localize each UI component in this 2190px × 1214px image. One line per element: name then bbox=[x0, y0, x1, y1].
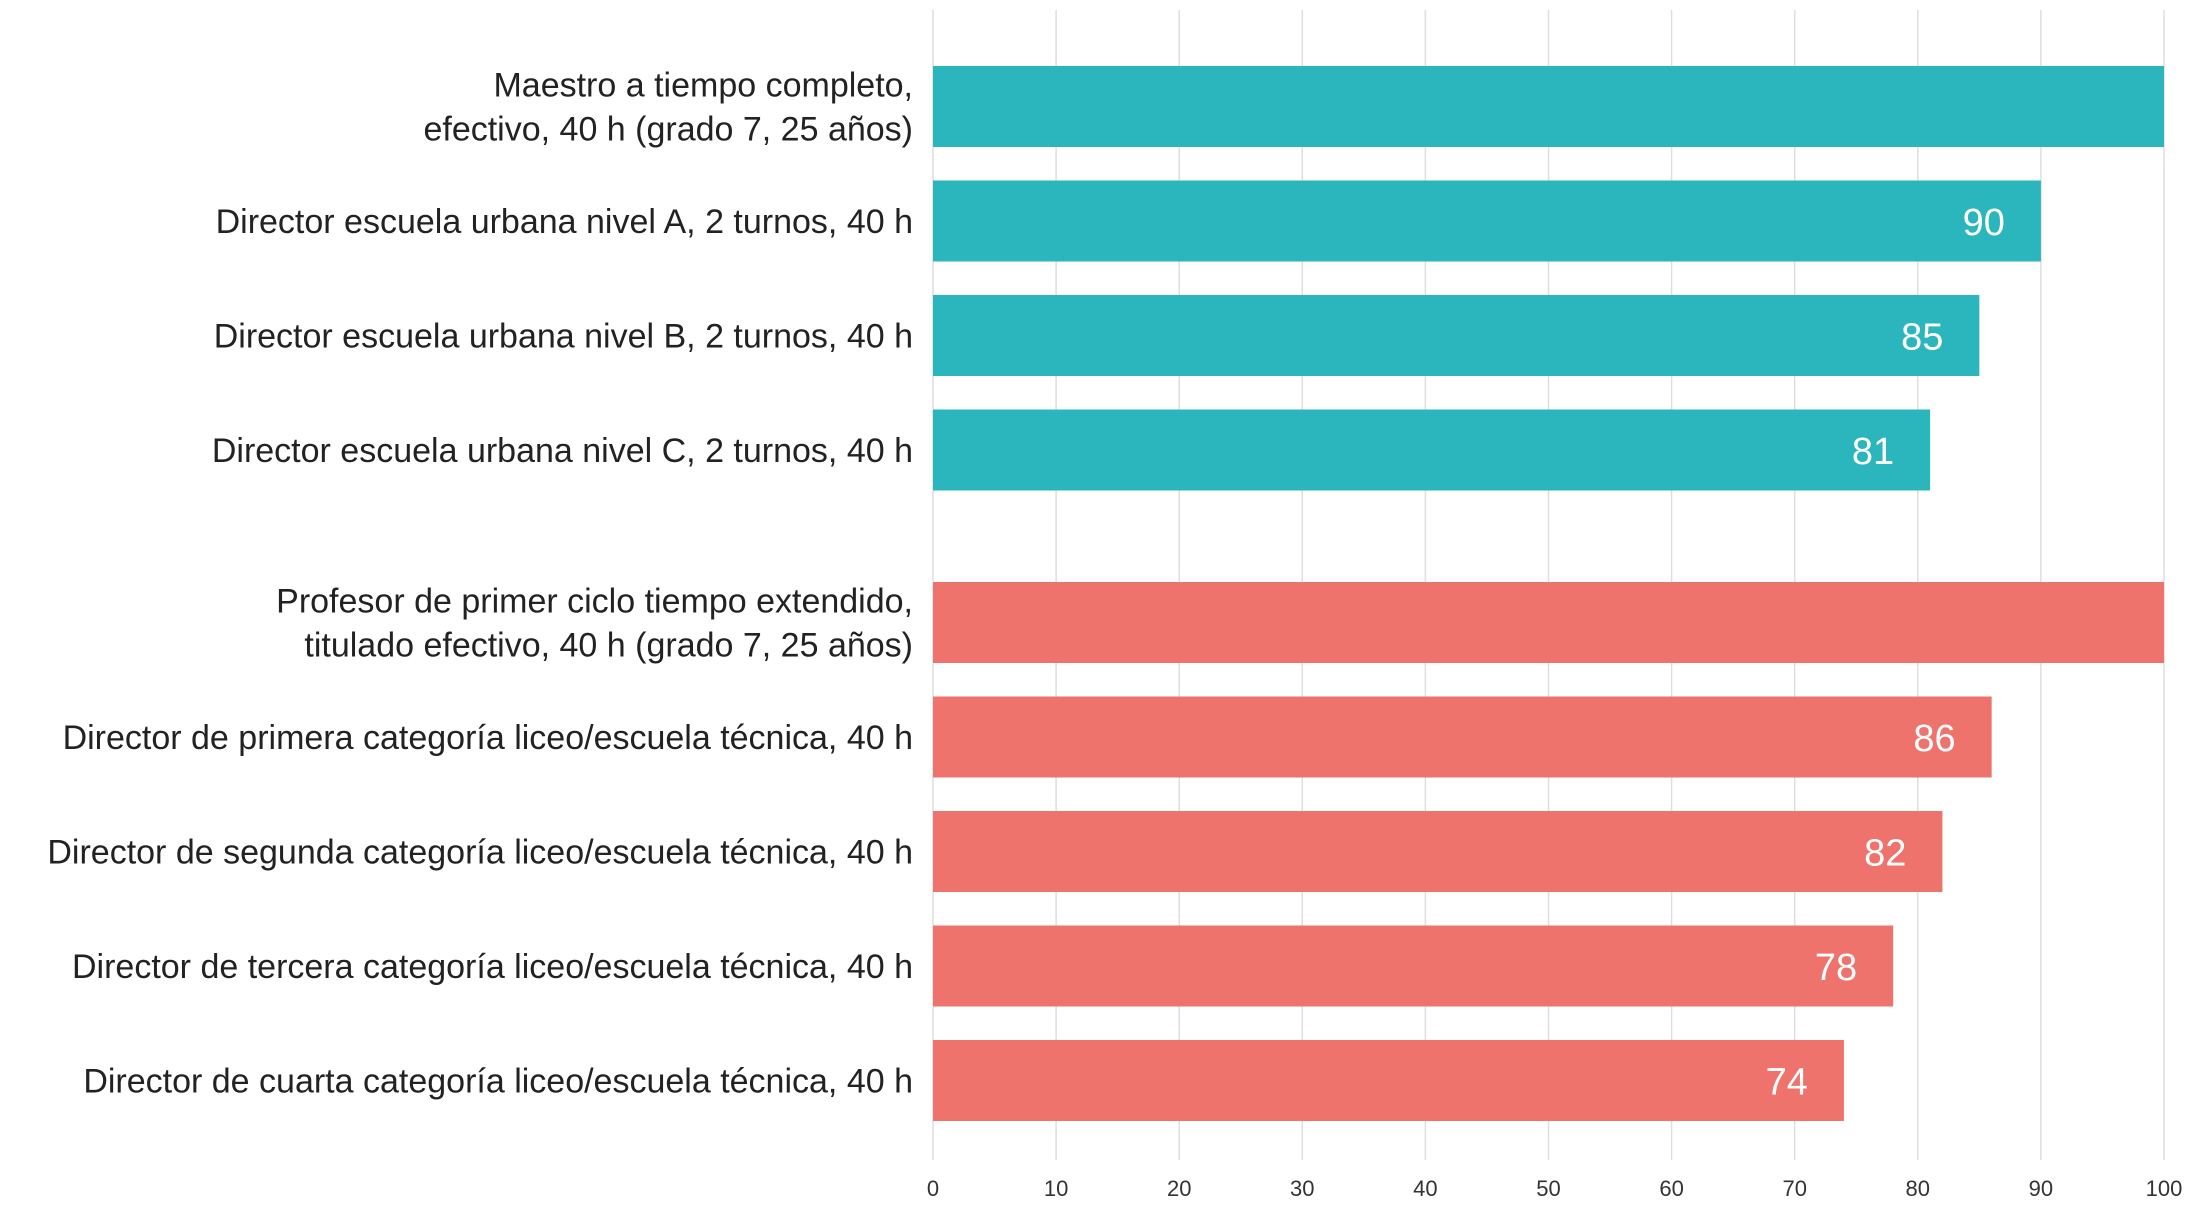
bar bbox=[933, 409, 1931, 491]
bar bbox=[933, 582, 2164, 663]
category-label: Director de cuarta categoría liceo/escue… bbox=[83, 1063, 913, 1101]
data-label: 74 bbox=[1766, 1062, 1808, 1104]
x-tick-label: 50 bbox=[1536, 1176, 1560, 1201]
category-label: Director escuela urbana nivel C, 2 turno… bbox=[212, 432, 913, 470]
data-label: 85 bbox=[1901, 317, 1943, 359]
bar bbox=[933, 180, 2041, 262]
category-label: Director de primera categoría liceo/escu… bbox=[63, 719, 913, 757]
category-label: Maestro a tiempo completo, bbox=[493, 67, 913, 105]
category-label: Director de tercera categoría liceo/escu… bbox=[72, 948, 913, 986]
data-label: 81 bbox=[1852, 431, 1894, 473]
x-tick-label: 30 bbox=[1290, 1176, 1314, 1201]
category-label: Director escuela urbana nivel A, 2 turno… bbox=[216, 203, 913, 241]
bar bbox=[933, 295, 1980, 376]
bar bbox=[933, 696, 1992, 778]
x-tick-label: 0 bbox=[927, 1176, 939, 1201]
x-tick-label: 10 bbox=[1044, 1176, 1068, 1201]
data-label: 82 bbox=[1864, 833, 1906, 875]
category-label: Profesor de primer ciclo tiempo extendid… bbox=[276, 583, 913, 621]
x-tick-label: 70 bbox=[1782, 1176, 1806, 1201]
category-label: titulado efectivo, 40 h (grado 7, 25 año… bbox=[304, 627, 913, 665]
x-tick-label: 80 bbox=[1906, 1176, 1930, 1201]
x-tick-label: 60 bbox=[1659, 1176, 1683, 1201]
bar bbox=[933, 811, 1943, 892]
bar-layer bbox=[933, 66, 2164, 1121]
value-labels: 90 85 81 86 82 78 74 bbox=[1766, 202, 2005, 1104]
bar bbox=[933, 66, 2164, 147]
bar bbox=[933, 925, 1894, 1007]
x-tick-label: 90 bbox=[2029, 1176, 2053, 1201]
x-tick-label: 20 bbox=[1167, 1176, 1191, 1201]
x-tick-label: 100 bbox=[2146, 1176, 2183, 1201]
data-label: 90 bbox=[1963, 202, 2005, 244]
category-label: Director de segunda categoría liceo/escu… bbox=[47, 834, 913, 872]
category-labels: Maestro a tiempo completo, efectivo, 40 h… bbox=[47, 67, 913, 1101]
x-axis-ticks: 0 10 20 30 40 50 60 70 80 90 100 bbox=[927, 1176, 2182, 1201]
category-label: Director escuela urbana nivel B, 2 turno… bbox=[214, 318, 913, 356]
data-label: 78 bbox=[1815, 947, 1857, 989]
bar bbox=[933, 1040, 1844, 1121]
data-label: 86 bbox=[1913, 718, 1955, 760]
category-label: efectivo, 40 h (grado 7, 25 años) bbox=[423, 111, 913, 149]
x-tick-label: 40 bbox=[1413, 1176, 1437, 1201]
